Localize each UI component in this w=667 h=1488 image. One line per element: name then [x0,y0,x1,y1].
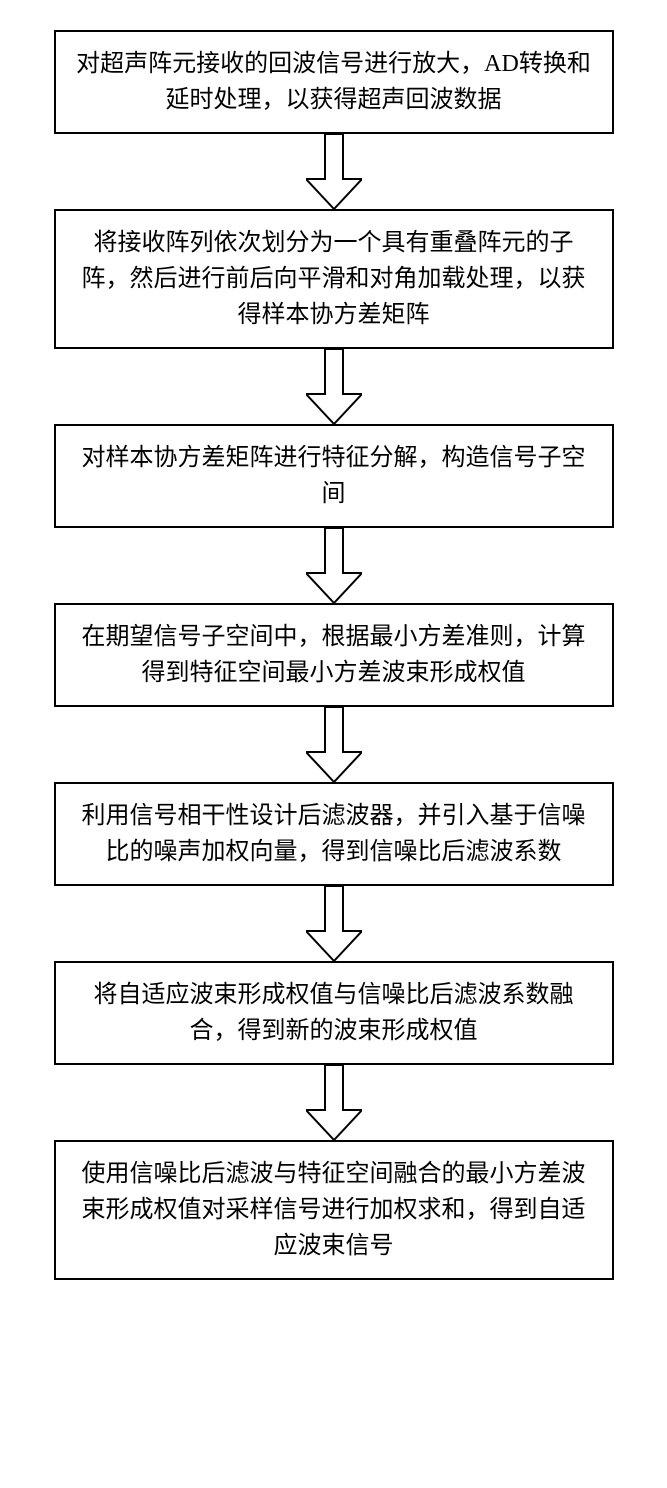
step-box-1: 对超声阵元接收的回波信号进行放大，AD转换和延时处理，以获得超声回波数据 [54,30,614,134]
arrow-3 [306,528,362,603]
arrow-6 [306,1065,362,1140]
step-text: 使用信噪比后滤波与特征空间融合的最小方差波束形成权值对采样信号进行加权求和，得到… [82,1161,586,1259]
step-text: 将接收阵列依次划分为一个具有重叠阵元的子阵，然后进行前后向平滑和对角加载处理，以… [82,230,586,328]
step-box-4: 在期望信号子空间中，根据最小方差准则，计算得到特征空间最小方差波束形成权值 [54,603,614,707]
step-text: 在期望信号子空间中，根据最小方差准则，计算得到特征空间最小方差波束形成权值 [82,624,586,686]
step-box-6: 将自适应波束形成权值与信噪比后滤波系数融合，得到新的波束形成权值 [54,961,614,1065]
step-box-2: 将接收阵列依次划分为一个具有重叠阵元的子阵，然后进行前后向平滑和对角加载处理，以… [54,209,614,349]
arrow-5 [306,886,362,961]
step-box-5: 利用信号相干性设计后滤波器，并引入基于信噪比的噪声加权向量，得到信噪比后滤波系数 [54,782,614,886]
step-text: 对超声阵元接收的回波信号进行放大，AD转换和延时处理，以获得超声回波数据 [76,51,591,113]
step-box-7: 使用信噪比后滤波与特征空间融合的最小方差波束形成权值对采样信号进行加权求和，得到… [54,1140,614,1280]
step-box-3: 对样本协方差矩阵进行特征分解，构造信号子空间 [54,424,614,528]
step-text: 将自适应波束形成权值与信噪比后滤波系数融合，得到新的波束形成权值 [94,982,574,1044]
step-text: 利用信号相干性设计后滤波器，并引入基于信噪比的噪声加权向量，得到信噪比后滤波系数 [82,803,586,865]
arrow-2 [306,349,362,424]
flowchart-container: 对超声阵元接收的回波信号进行放大，AD转换和延时处理，以获得超声回波数据 将接收… [50,30,617,1280]
arrow-1 [306,134,362,209]
step-text: 对样本协方差矩阵进行特征分解，构造信号子空间 [82,445,586,507]
arrow-4 [306,707,362,782]
